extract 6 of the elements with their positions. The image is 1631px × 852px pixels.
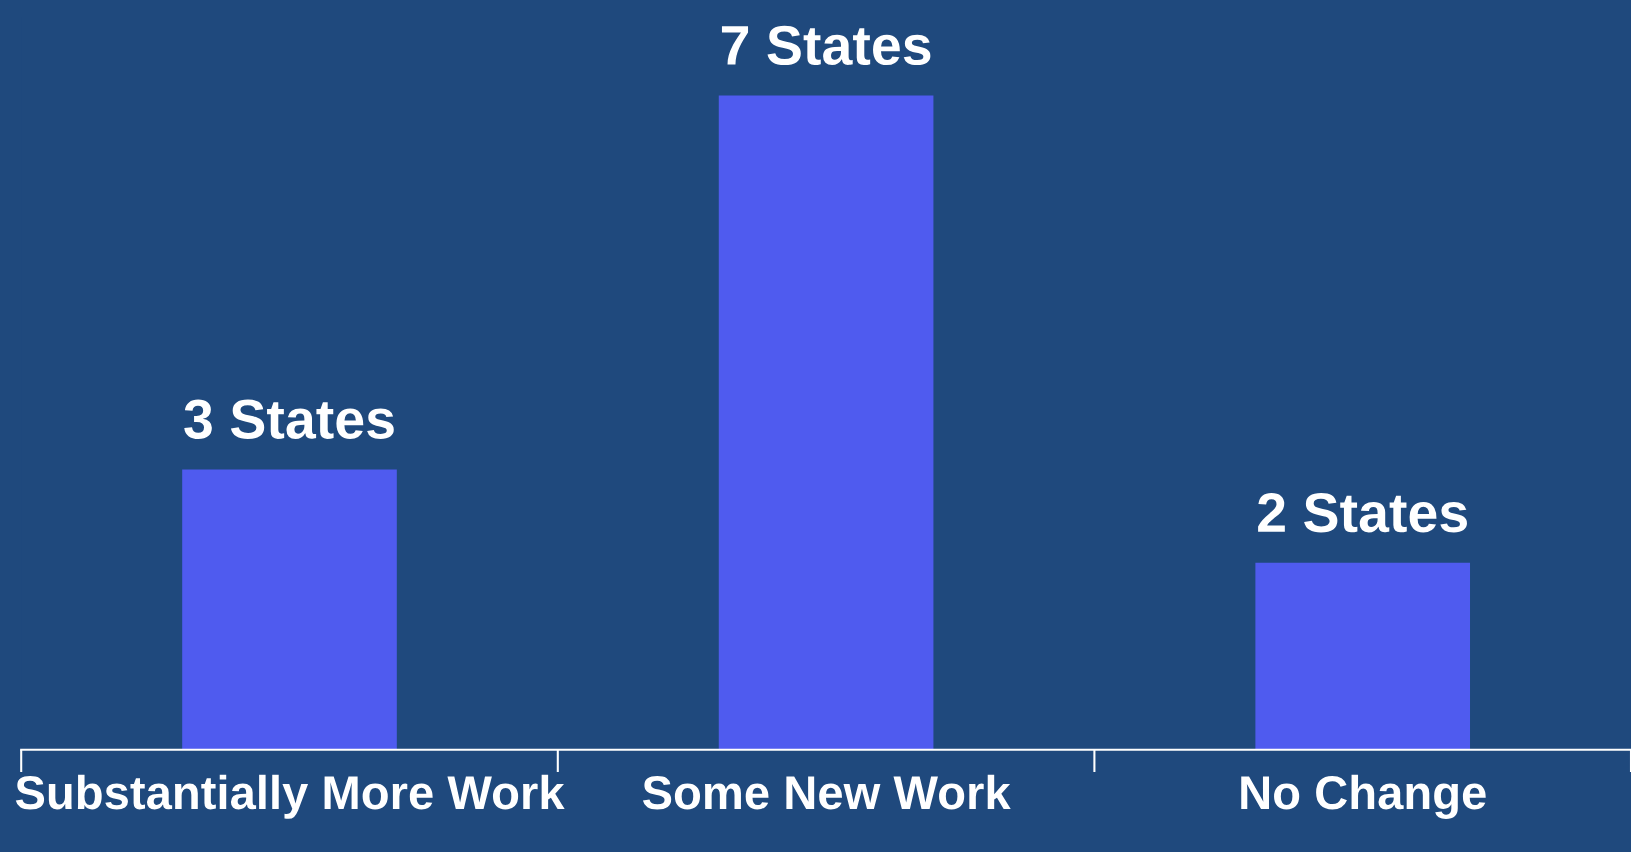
x-tick-label: No Change (1241, 774, 1486, 819)
x-tick-label: Substantially More Work (15, 774, 565, 819)
data-label: 3 States (184, 399, 394, 440)
data-label: 7 States (721, 25, 931, 66)
data-label: 2 States (1258, 493, 1467, 533)
x-tick-label: Some New Work (642, 774, 1011, 810)
